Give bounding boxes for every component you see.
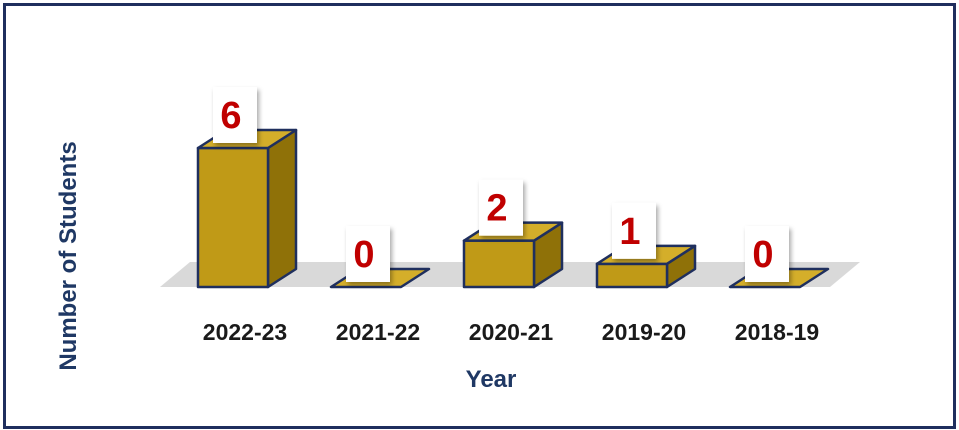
bar-2022-23 <box>196 128 298 289</box>
data-label-2022-23: 6 <box>213 87 257 143</box>
bar-front-face <box>196 146 270 289</box>
data-label-text: 2 <box>486 188 507 230</box>
data-label-2019-20: 1 <box>612 202 656 259</box>
bar-front-face <box>595 262 669 289</box>
x-tick-label-2019-20: 2019-20 <box>602 319 686 345</box>
data-label-card <box>479 179 523 236</box>
data-label-card <box>612 202 656 259</box>
x-tick-label-2022-23: 2022-23 <box>203 319 287 345</box>
data-label-text: 6 <box>220 95 241 137</box>
data-label-text: 0 <box>353 234 374 276</box>
data-label-text: 1 <box>619 211 640 253</box>
x-tick-label-2018-19: 2018-19 <box>735 319 819 345</box>
data-labels: 6 0 2 1 0 <box>213 87 789 282</box>
y-axis-title: Number of Students <box>55 141 82 370</box>
data-label-card <box>213 87 257 143</box>
x-tick-label-2021-22: 2021-22 <box>336 319 420 345</box>
x-tick-labels: 2022-23 2021-22 2020-21 2019-20 2018-19 <box>203 319 819 345</box>
x-tick-label-2020-21: 2020-21 <box>469 319 554 345</box>
data-label-2021-22: 0 <box>346 226 390 282</box>
bar-side-face <box>266 128 298 289</box>
data-label-2018-19: 0 <box>745 226 789 282</box>
data-label-text: 0 <box>752 234 773 276</box>
x-axis-title: Year <box>466 366 517 393</box>
data-label-card <box>745 226 789 282</box>
data-label-2020-21: 2 <box>479 179 523 236</box>
bar-front-face <box>462 239 536 289</box>
data-label-card <box>346 226 390 282</box>
